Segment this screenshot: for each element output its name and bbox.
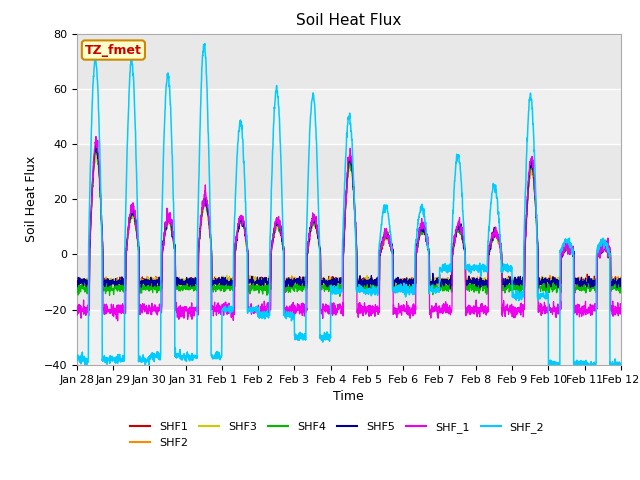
- SHF_1: [225, 300, 233, 306]
- Line: SHF_1: SHF_1: [77, 136, 621, 321]
- SHF_2: [365, 291, 372, 297]
- SHF5: [508, 278, 515, 284]
- SHF2: [377, 240, 385, 246]
- Bar: [77, 199, 621, 254]
- SHF_2: [225, 305, 232, 311]
- SHF_1: [365, 312, 372, 318]
- SHF2: [584, 280, 592, 286]
- SHF3: [225, 279, 232, 285]
- SHF5: [570, 253, 577, 259]
- SHF1: [225, 278, 233, 284]
- SHF2: [570, 248, 577, 253]
- Text: TZ_fmet: TZ_fmet: [85, 44, 142, 57]
- SHF1: [92, 142, 100, 147]
- Legend: SHF1, SHF2, SHF3, SHF4, SHF5, SHF_1, SHF_2: SHF1, SHF2, SHF3, SHF4, SHF5, SHF_1, SHF…: [126, 418, 548, 452]
- SHF_2: [617, 363, 625, 369]
- SHF_1: [584, 310, 592, 315]
- SHF4: [584, 286, 592, 291]
- Bar: [77, 310, 621, 365]
- SHF_2: [376, 231, 384, 237]
- SHF3: [584, 280, 592, 286]
- SHF_1: [508, 311, 515, 316]
- SHF5: [93, 142, 100, 148]
- SHF5: [365, 280, 372, 286]
- SHF2: [92, 146, 100, 152]
- SHF4: [377, 245, 385, 251]
- X-axis label: Time: Time: [333, 390, 364, 403]
- SHF4: [570, 246, 577, 252]
- SHF3: [365, 280, 372, 286]
- SHF1: [73, 278, 81, 284]
- Y-axis label: Soil Heat Flux: Soil Heat Flux: [25, 156, 38, 242]
- Line: SHF2: SHF2: [77, 149, 621, 289]
- SHF2: [508, 276, 515, 282]
- SHF_1: [617, 311, 625, 317]
- SHF4: [225, 286, 232, 291]
- SHF3: [377, 246, 385, 252]
- SHF_1: [570, 243, 577, 249]
- SHF5: [617, 284, 625, 289]
- SHF1: [120, 286, 127, 292]
- Line: SHF1: SHF1: [77, 144, 621, 289]
- SHF5: [447, 286, 454, 291]
- SHF_2: [507, 263, 515, 268]
- SHF4: [73, 284, 81, 289]
- SHF3: [92, 151, 100, 156]
- Line: SHF5: SHF5: [77, 145, 621, 288]
- SHF3: [73, 282, 81, 288]
- SHF_1: [92, 133, 100, 139]
- Title: Soil Heat Flux: Soil Heat Flux: [296, 13, 401, 28]
- SHF2: [73, 276, 81, 282]
- SHF1: [584, 280, 592, 286]
- SHF3: [570, 250, 577, 255]
- Bar: [77, 89, 621, 144]
- SHF_2: [201, 41, 209, 47]
- SHF1: [570, 252, 577, 258]
- SHF5: [376, 248, 384, 253]
- SHF3: [617, 274, 625, 280]
- SHF2: [225, 279, 232, 285]
- SHF5: [225, 280, 232, 286]
- SHF_2: [569, 250, 577, 255]
- SHF_2: [584, 364, 592, 370]
- SHF1: [365, 280, 372, 286]
- SHF5: [584, 279, 592, 285]
- SHF4: [92, 146, 100, 152]
- SHF_1: [114, 318, 122, 324]
- SHF2: [617, 280, 625, 286]
- SHF1: [377, 244, 385, 250]
- Line: SHF3: SHF3: [77, 154, 621, 290]
- SHF2: [365, 278, 372, 284]
- SHF3: [252, 287, 260, 293]
- SHF4: [617, 283, 625, 288]
- SHF4: [365, 289, 372, 295]
- SHF1: [508, 283, 515, 288]
- Bar: [77, 34, 621, 89]
- SHF1: [617, 275, 625, 280]
- SHF4: [336, 293, 344, 299]
- SHF_2: [73, 357, 81, 362]
- SHF2: [284, 287, 292, 292]
- SHF_1: [377, 245, 385, 251]
- SHF_1: [73, 304, 81, 310]
- Bar: [77, 254, 621, 310]
- Bar: [77, 144, 621, 199]
- SHF4: [508, 284, 515, 289]
- SHF5: [73, 282, 81, 288]
- SHF3: [508, 282, 515, 288]
- SHF_2: [577, 369, 584, 374]
- Line: SHF4: SHF4: [77, 149, 621, 296]
- Line: SHF_2: SHF_2: [77, 44, 621, 372]
